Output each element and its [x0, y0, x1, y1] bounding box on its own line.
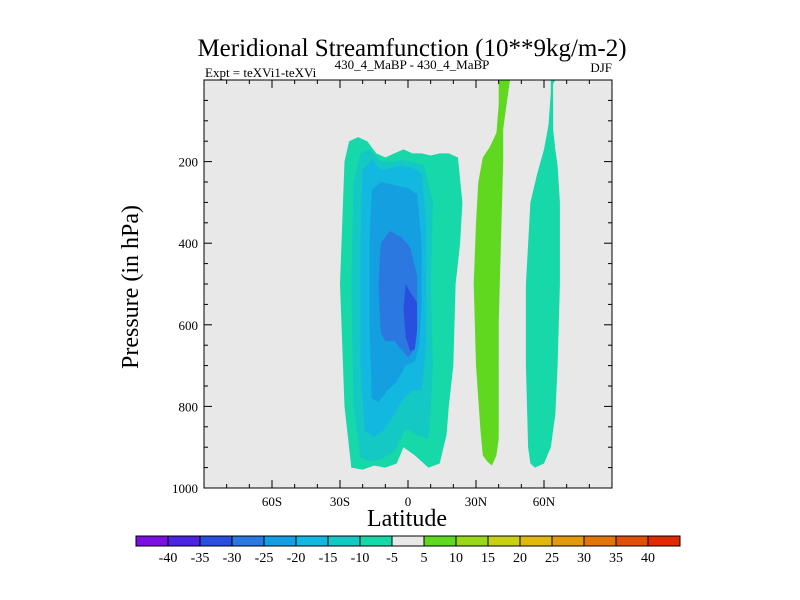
- colorbar-label: 25: [545, 551, 559, 566]
- x-tick-label: 0: [405, 494, 412, 509]
- colorbar-swatch: [423, 535, 457, 547]
- chart-title: Meridional Streamfunction (10**9kg/m-2): [197, 35, 626, 62]
- colorbar-label: 20: [513, 551, 527, 566]
- colorbar-swatch: [295, 535, 329, 547]
- colorbar-swatch: [135, 535, 169, 547]
- colorbar-swatch: [167, 535, 201, 547]
- colorbar: -40 -35 -30 -25 -20 -15 -10 -5 5 10 15 20 25 30 35 40: [135, 535, 681, 566]
- colorbar-label: -20: [287, 551, 306, 566]
- colorbar-label: 40: [641, 551, 655, 566]
- colorbar-swatch: [231, 535, 265, 547]
- colorbar-label: -5: [386, 551, 398, 566]
- colorbar-swatch: [263, 535, 297, 547]
- colorbar-swatch: [647, 535, 681, 547]
- left-annotation: Expt = teXVi1-teXVi: [205, 65, 317, 80]
- x-tick-label: 60N: [533, 494, 556, 509]
- colorbar-swatch: [359, 535, 393, 547]
- x-axis-label: Latitude: [367, 506, 447, 532]
- colorbar-swatch: [583, 535, 617, 547]
- colorbar-swatch: [455, 535, 489, 547]
- colorbar-swatch: [391, 535, 425, 547]
- colorbar-label: -10: [351, 551, 370, 566]
- x-tick-label: 30S: [330, 494, 350, 509]
- y-axis-label: Pressure (in hPa): [118, 205, 144, 369]
- axis-ticks: 200 400 600 800 1000 60S 30S 0 30N 60N: [172, 80, 612, 509]
- colorbar-label: 10: [449, 551, 463, 566]
- colorbar-swatch: [487, 535, 521, 547]
- colorbar-swatch: [615, 535, 649, 547]
- colorbar-swatch: [199, 535, 233, 547]
- y-tick-label: 600: [179, 318, 199, 333]
- colorbar-label: -40: [159, 551, 178, 566]
- right-annotation: DJF: [590, 60, 612, 75]
- y-tick-label: 800: [179, 399, 199, 414]
- colorbar-label: -30: [223, 551, 242, 566]
- colorbar-label: -25: [255, 551, 274, 566]
- contour-regions: [340, 80, 560, 470]
- y-tick-label: 200: [179, 155, 199, 170]
- colorbar-label: 5: [421, 551, 428, 566]
- y-tick-label: 400: [179, 236, 199, 251]
- colorbar-label: -15: [319, 551, 338, 566]
- colorbar-label: 30: [577, 551, 591, 566]
- y-tick-label: 1000: [172, 481, 198, 496]
- colorbar-swatch: [519, 535, 553, 547]
- x-tick-label: 30N: [465, 494, 488, 509]
- center-annotation: 430_4_MaBP - 430_4_MaBP: [335, 57, 490, 72]
- contour-region-neg-30: [403, 284, 418, 352]
- x-tick-label: 60S: [262, 494, 282, 509]
- colorbar-swatch: [327, 535, 361, 547]
- colorbar-label: -35: [191, 551, 210, 566]
- colorbar-label: 35: [609, 551, 623, 566]
- colorbar-swatch: [551, 535, 585, 547]
- plot-area: 200 400 600 800 1000 60S 30S 0 30N 60N: [172, 79, 613, 509]
- contour-region-pos-5-a: [473, 80, 510, 466]
- colorbar-label: 15: [481, 551, 495, 566]
- contour-region-pos-5-b: [525, 80, 560, 468]
